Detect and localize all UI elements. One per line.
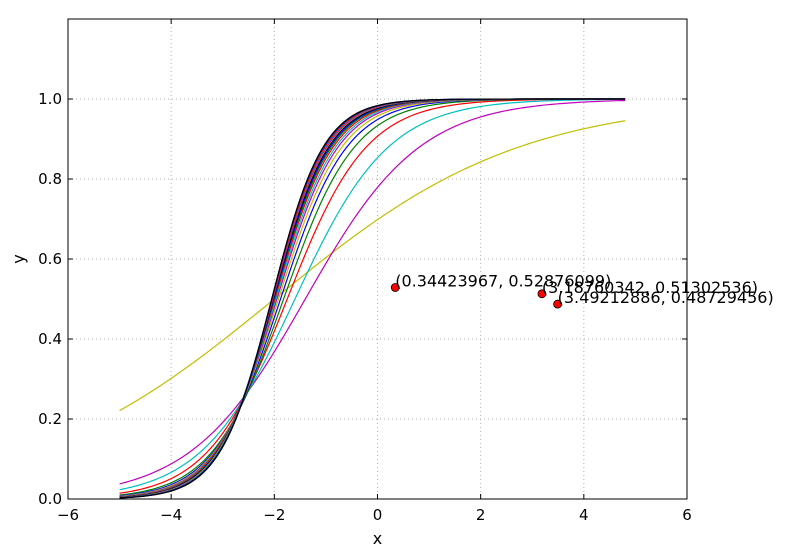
y-tick-label: 0.6 — [38, 250, 62, 268]
data-point-3 — [553, 299, 563, 309]
data-point-label-1: (0.34423967, 0.52876099) — [395, 271, 611, 290]
x-axis-label: x — [373, 529, 382, 548]
series-line-2 — [119, 99, 626, 485]
x-tick-label: 0 — [373, 506, 383, 524]
data-point-1 — [390, 283, 400, 292]
y-tick-label: 1.0 — [38, 90, 62, 108]
x-tick-label: 2 — [476, 506, 486, 524]
series-lines — [119, 98, 626, 499]
y-axis-label: y — [9, 254, 28, 263]
y-tick-label: 0.4 — [38, 330, 62, 348]
data-point-label-2: (3.18760342, 0.51302536) — [542, 278, 758, 297]
series-line-3 — [119, 98, 626, 491]
axis-ticks: −6 −4 −2 0 2 4 6 0.0 0.2 0.4 0.6 0.8 1.0 — [38, 19, 692, 524]
y-tick-label: 0.8 — [38, 170, 62, 188]
series-line-1 — [119, 120, 626, 412]
y-tick-label: 0.0 — [38, 490, 62, 508]
data-point-label-3: (3.49212886, 0.48729456) — [558, 288, 774, 307]
y-tick-label: 0.2 — [38, 410, 62, 428]
x-tick-label: −4 — [160, 506, 182, 524]
x-tick-label: 4 — [579, 506, 589, 524]
x-tick-label: −2 — [263, 506, 285, 524]
series-line-20 — [119, 98, 626, 499]
x-tick-label: 6 — [682, 506, 692, 524]
x-tick-label: −6 — [57, 506, 79, 524]
annotated-points: (0.34423967, 0.52876099)(3.18760342, 0.5… — [390, 271, 774, 309]
data-point-2 — [537, 289, 547, 299]
